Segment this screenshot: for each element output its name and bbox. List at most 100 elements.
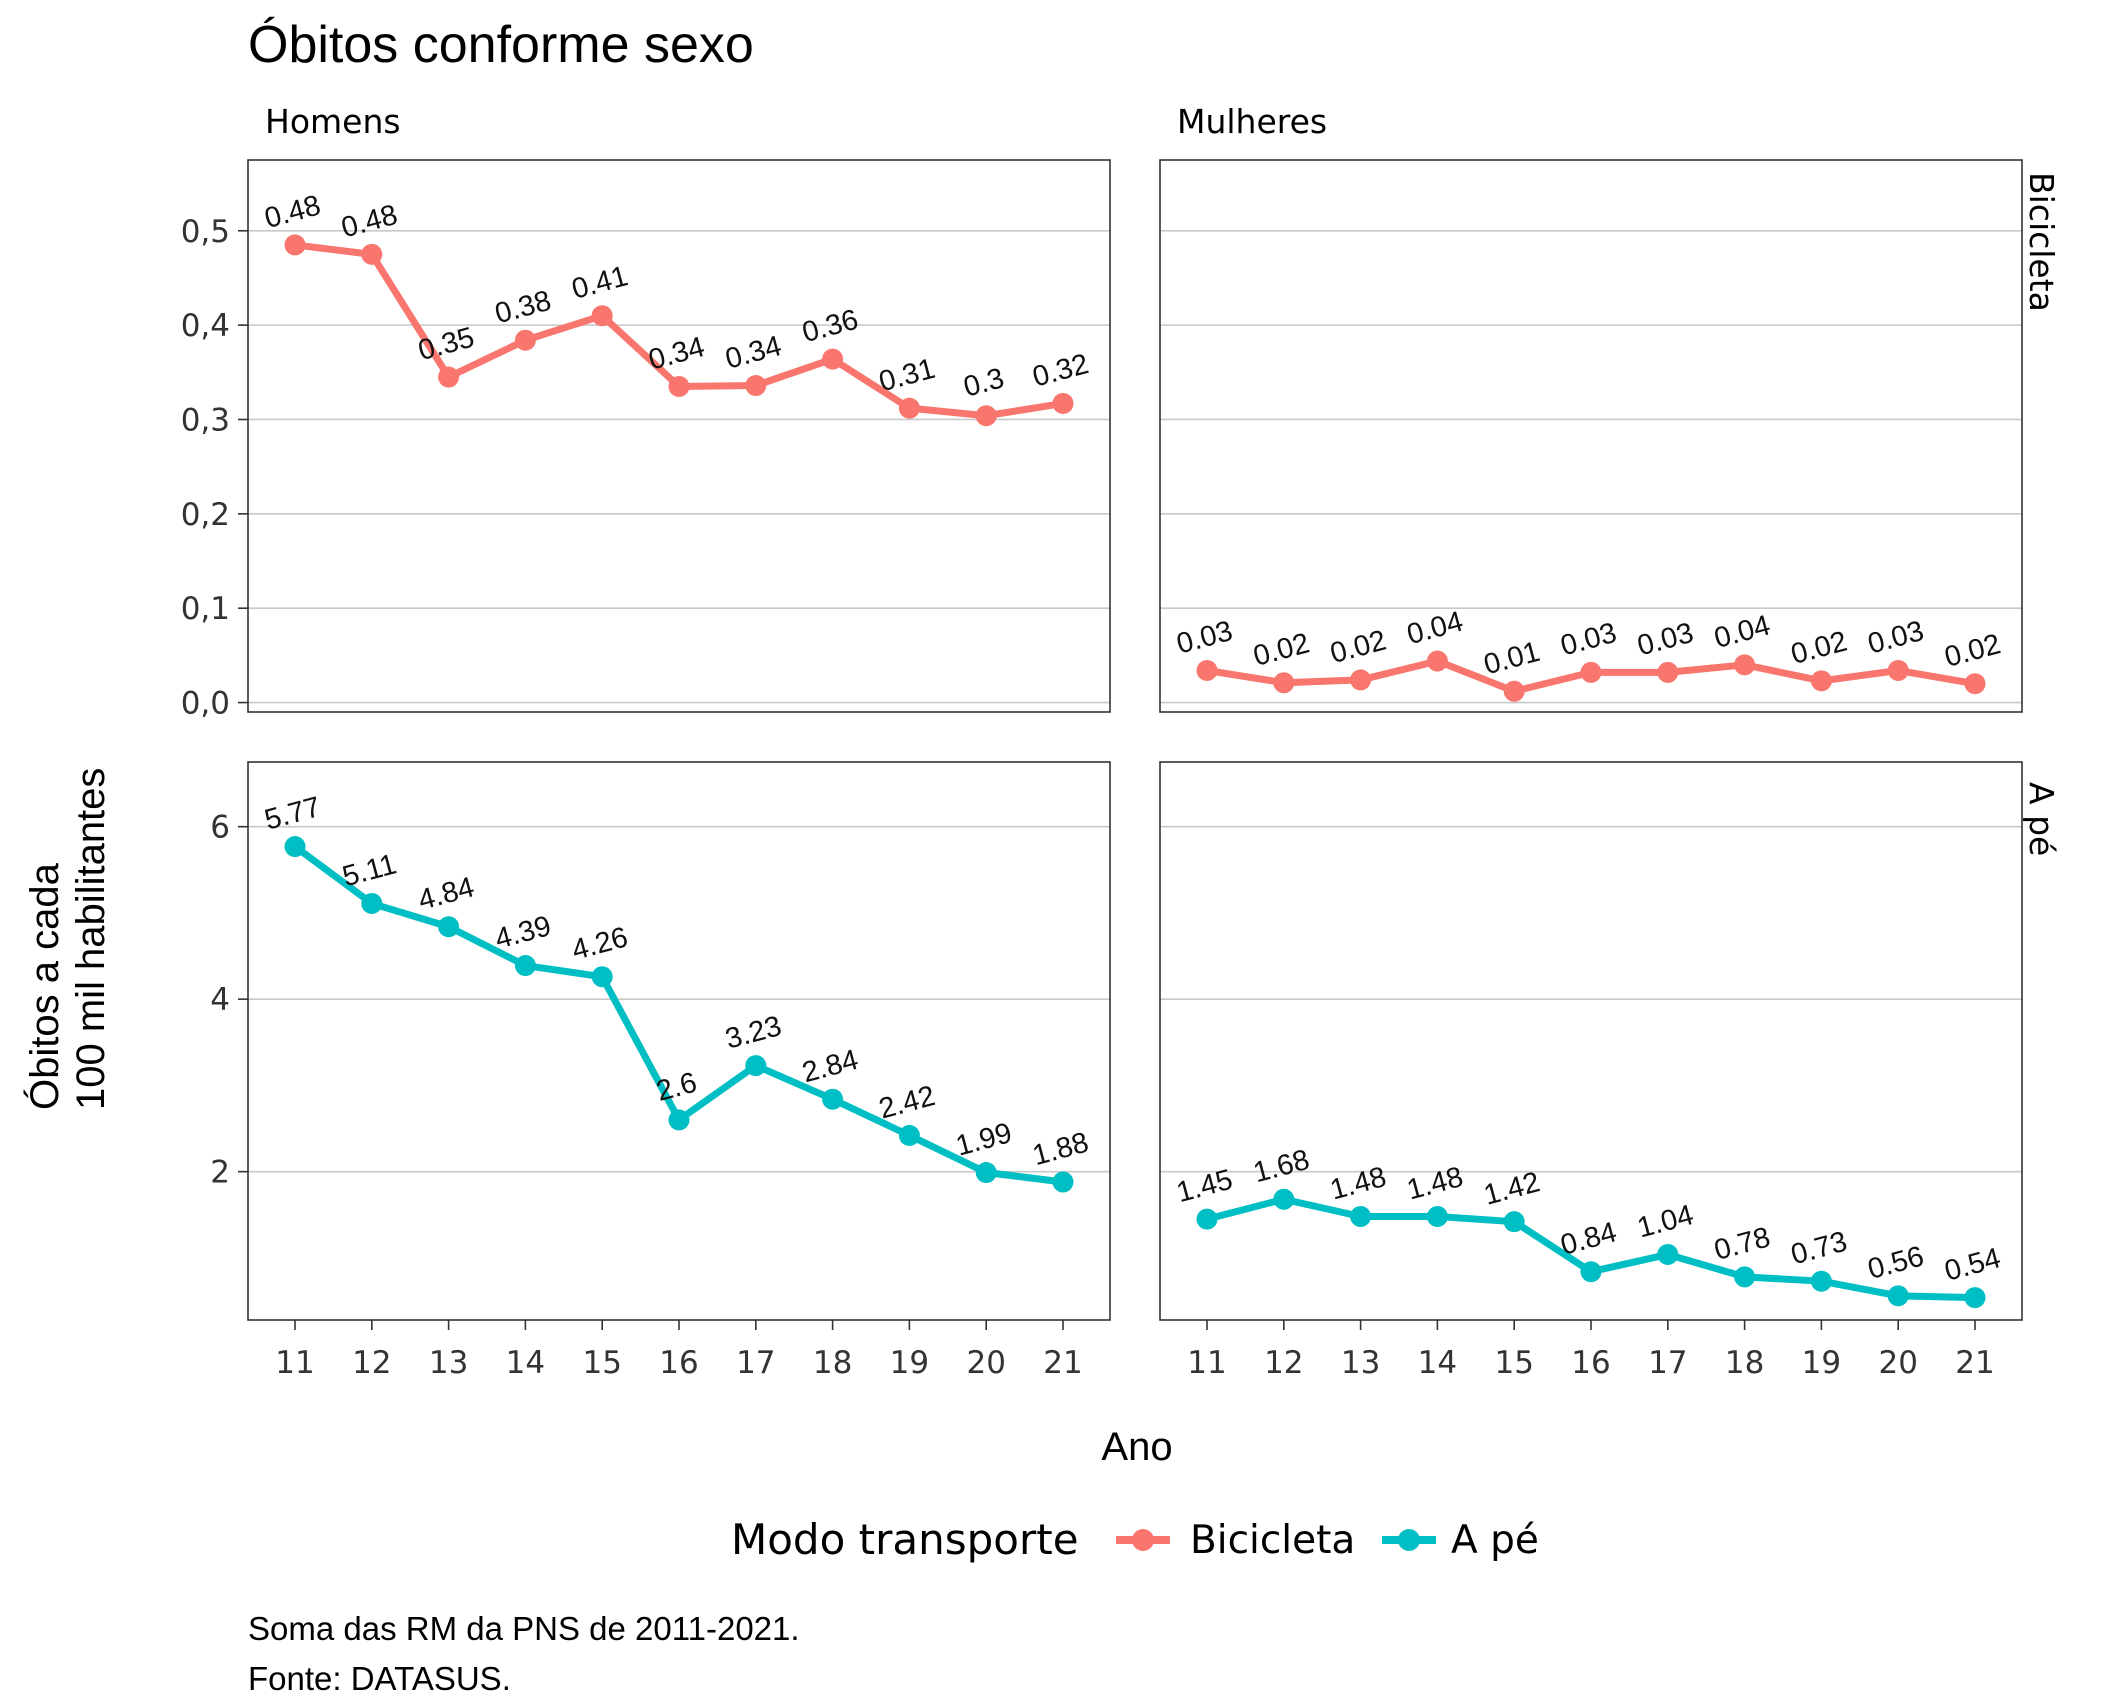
- data-point: [1657, 661, 1679, 683]
- data-point: [1657, 1243, 1679, 1265]
- legend-label-a-pe: A pé: [1451, 1518, 1539, 1563]
- series-line-a-pe-homens: [292, 843, 1064, 1186]
- row-label-bicicleta: Bicicleta: [2022, 172, 2061, 312]
- y-tick-label: 0,4: [181, 308, 230, 344]
- data-point: [1350, 1206, 1372, 1228]
- x-tick-label: 16: [659, 1345, 698, 1381]
- data-label: 0.34: [645, 331, 708, 377]
- data-label: 0.38: [492, 285, 555, 331]
- data-point: [1273, 1188, 1295, 1210]
- data-point: [1196, 1208, 1218, 1230]
- data-label: 1.88: [1029, 1127, 1092, 1173]
- data-label: 5.77: [261, 791, 324, 837]
- series-a-pe-mulheres: 1.45 1.68 1.48 1.48 1.42 0.84 1.04 0.78 0.73 0.56…: [1173, 1144, 2004, 1309]
- data-label: 1.48: [1327, 1161, 1390, 1207]
- data-label: 2.6: [653, 1067, 700, 1108]
- caption-line-2: Fonte: DATASUS.: [248, 1660, 511, 1697]
- legend-key-point-bicicleta: [1132, 1529, 1154, 1551]
- x-axis-title: Ano: [1101, 1425, 1172, 1469]
- data-point: [1964, 1287, 1986, 1309]
- x-tick-label: 19: [1802, 1345, 1841, 1381]
- legend-title: Modo transporte: [731, 1515, 1079, 1564]
- data-point: [1810, 1270, 1832, 1292]
- data-label: 0.54: [1941, 1242, 2004, 1288]
- x-tick-label: 11: [1187, 1345, 1226, 1381]
- x-tick-label: 18: [813, 1345, 852, 1381]
- data-label: 0.02: [1788, 625, 1851, 671]
- data-point: [284, 836, 306, 858]
- legend: Modo transporte Bicicleta A pé: [731, 1515, 1539, 1564]
- facet-label-mulheres: Mulheres: [1177, 102, 1327, 141]
- series-bicicleta-homens: 0.48 0.48 0.35 0.38 0.41 0.34 0.34 0.36 0.31 0.3 0…: [261, 189, 1092, 427]
- data-label: 0.03: [1864, 615, 1927, 661]
- data-point: [1196, 659, 1218, 681]
- x-tick-label: 21: [1043, 1345, 1082, 1381]
- series-bicicleta-mulheres: 0.03 0.02 0.02 0.04 0.01 0.03 0.03 0.04 0.02 0.03…: [1173, 606, 2004, 702]
- x-tick-label: 17: [1648, 1345, 1687, 1381]
- data-point: [975, 405, 997, 427]
- data-label: 0.41: [568, 260, 631, 306]
- x-tick-label: 19: [890, 1345, 929, 1381]
- x-tick-label: 21: [1955, 1345, 1994, 1381]
- data-point: [1350, 669, 1372, 691]
- data-point: [514, 955, 536, 977]
- y-axis-title-line1: Óbitos a cada: [22, 862, 67, 1110]
- data-label: 1.99: [952, 1117, 1015, 1163]
- data-label: 0.31: [876, 353, 939, 399]
- data-point: [1426, 650, 1448, 672]
- x-tick-label: 15: [1494, 1345, 1533, 1381]
- data-point: [1052, 392, 1074, 414]
- data-point: [1426, 1206, 1448, 1228]
- data-label: 0.01: [1480, 636, 1543, 682]
- panel-border: [1159, 159, 2023, 713]
- data-point: [1810, 670, 1832, 692]
- data-label: 0.32: [1029, 348, 1092, 394]
- data-point: [1052, 1171, 1074, 1193]
- data-point: [1503, 680, 1525, 702]
- data-label: 3.23: [722, 1010, 785, 1056]
- data-label: 0.03: [1634, 617, 1697, 663]
- x-tick-label: 20: [1878, 1345, 1917, 1381]
- chart-title: Óbitos conforme sexo: [248, 16, 754, 74]
- x-tick-label: 11: [275, 1345, 314, 1381]
- x-tick-label: 13: [429, 1345, 468, 1381]
- data-label: 0.03: [1173, 615, 1236, 661]
- y-axis-title-line2: 100 mil habilitantes: [69, 768, 113, 1110]
- data-label: 0.02: [1941, 628, 2004, 674]
- x-tick-label: 17: [736, 1345, 775, 1381]
- data-point: [591, 305, 613, 327]
- data-label: 0.36: [799, 304, 862, 350]
- data-point: [514, 329, 536, 351]
- y-tick-label: 2: [210, 1155, 230, 1191]
- data-label: 0.73: [1788, 1226, 1851, 1272]
- data-point: [898, 1124, 920, 1146]
- legend-label-bicicleta: Bicicleta: [1190, 1518, 1355, 1563]
- data-point: [361, 892, 383, 914]
- data-point: [1887, 659, 1909, 681]
- caption-line-1: Soma das RM da PNS de 2011-2021.: [248, 1610, 800, 1647]
- data-point: [438, 366, 460, 388]
- data-label: 0.02: [1250, 627, 1313, 673]
- legend-key-point-a-pe: [1398, 1529, 1420, 1551]
- y-tick-label: 4: [210, 982, 230, 1018]
- data-point: [1887, 1285, 1909, 1307]
- data-point: [284, 234, 306, 256]
- x-tick-label: 14: [506, 1345, 545, 1381]
- data-point: [591, 966, 613, 988]
- data-label: 0.78: [1711, 1221, 1774, 1267]
- data-label: 0.35: [415, 322, 478, 368]
- panel-mulheres-row-0: [1159, 159, 2023, 713]
- data-label: 0.04: [1711, 609, 1774, 655]
- data-point: [745, 375, 767, 397]
- data-label: 0.84: [1557, 1216, 1620, 1262]
- x-tick-label: 20: [966, 1345, 1005, 1381]
- data-point: [438, 916, 460, 938]
- x-tick-label: 18: [1725, 1345, 1764, 1381]
- data-point: [1580, 661, 1602, 683]
- panel-border: [247, 761, 1111, 1321]
- data-label: 0.34: [722, 330, 785, 376]
- data-label: 4.39: [492, 910, 555, 956]
- panel-homens-row-1: [247, 761, 1111, 1321]
- data-label: 4.26: [568, 921, 631, 967]
- data-point: [361, 243, 383, 265]
